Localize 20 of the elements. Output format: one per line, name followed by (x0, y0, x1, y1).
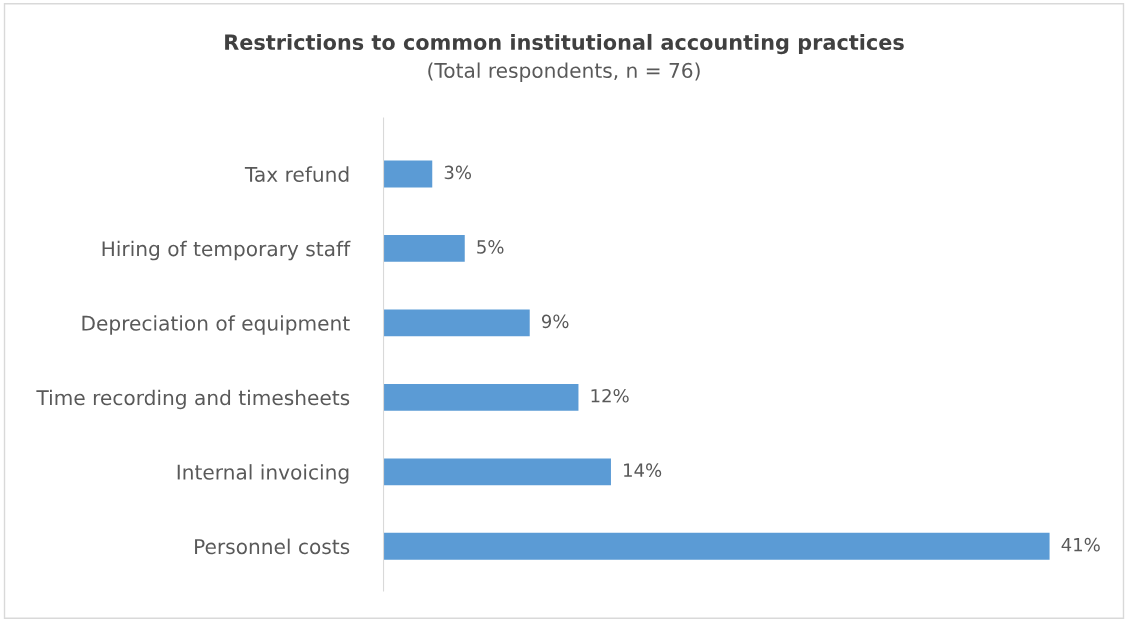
data-label: 3% (444, 165, 472, 180)
bar (383, 235, 465, 262)
y-tick-label: Tax refund (244, 166, 349, 182)
y-tick-label: Personnel costs (195, 538, 350, 555)
data-label: 14% (624, 463, 662, 478)
data-label: 41% (1061, 537, 1100, 552)
bar (383, 458, 611, 486)
bar (383, 383, 579, 411)
bar (383, 532, 1050, 560)
chart-title: Restrictions to common institutional accounting practices (225, 33, 904, 55)
y-tick-label: Depreciation of equipment (82, 315, 350, 335)
data-label: 5% (477, 240, 504, 254)
bar (383, 309, 530, 337)
y-tick-label: Hiring of temporary staff (102, 240, 351, 261)
data-label: 9% (541, 314, 569, 329)
chart-subtitle: (Total respondents, n = 76) (428, 62, 700, 82)
bar (383, 160, 433, 188)
data-label: 12% (591, 388, 629, 403)
y-tick-label: Time recording and timesheets (36, 389, 350, 410)
y-tick-label: Internal invoicing (177, 464, 349, 484)
